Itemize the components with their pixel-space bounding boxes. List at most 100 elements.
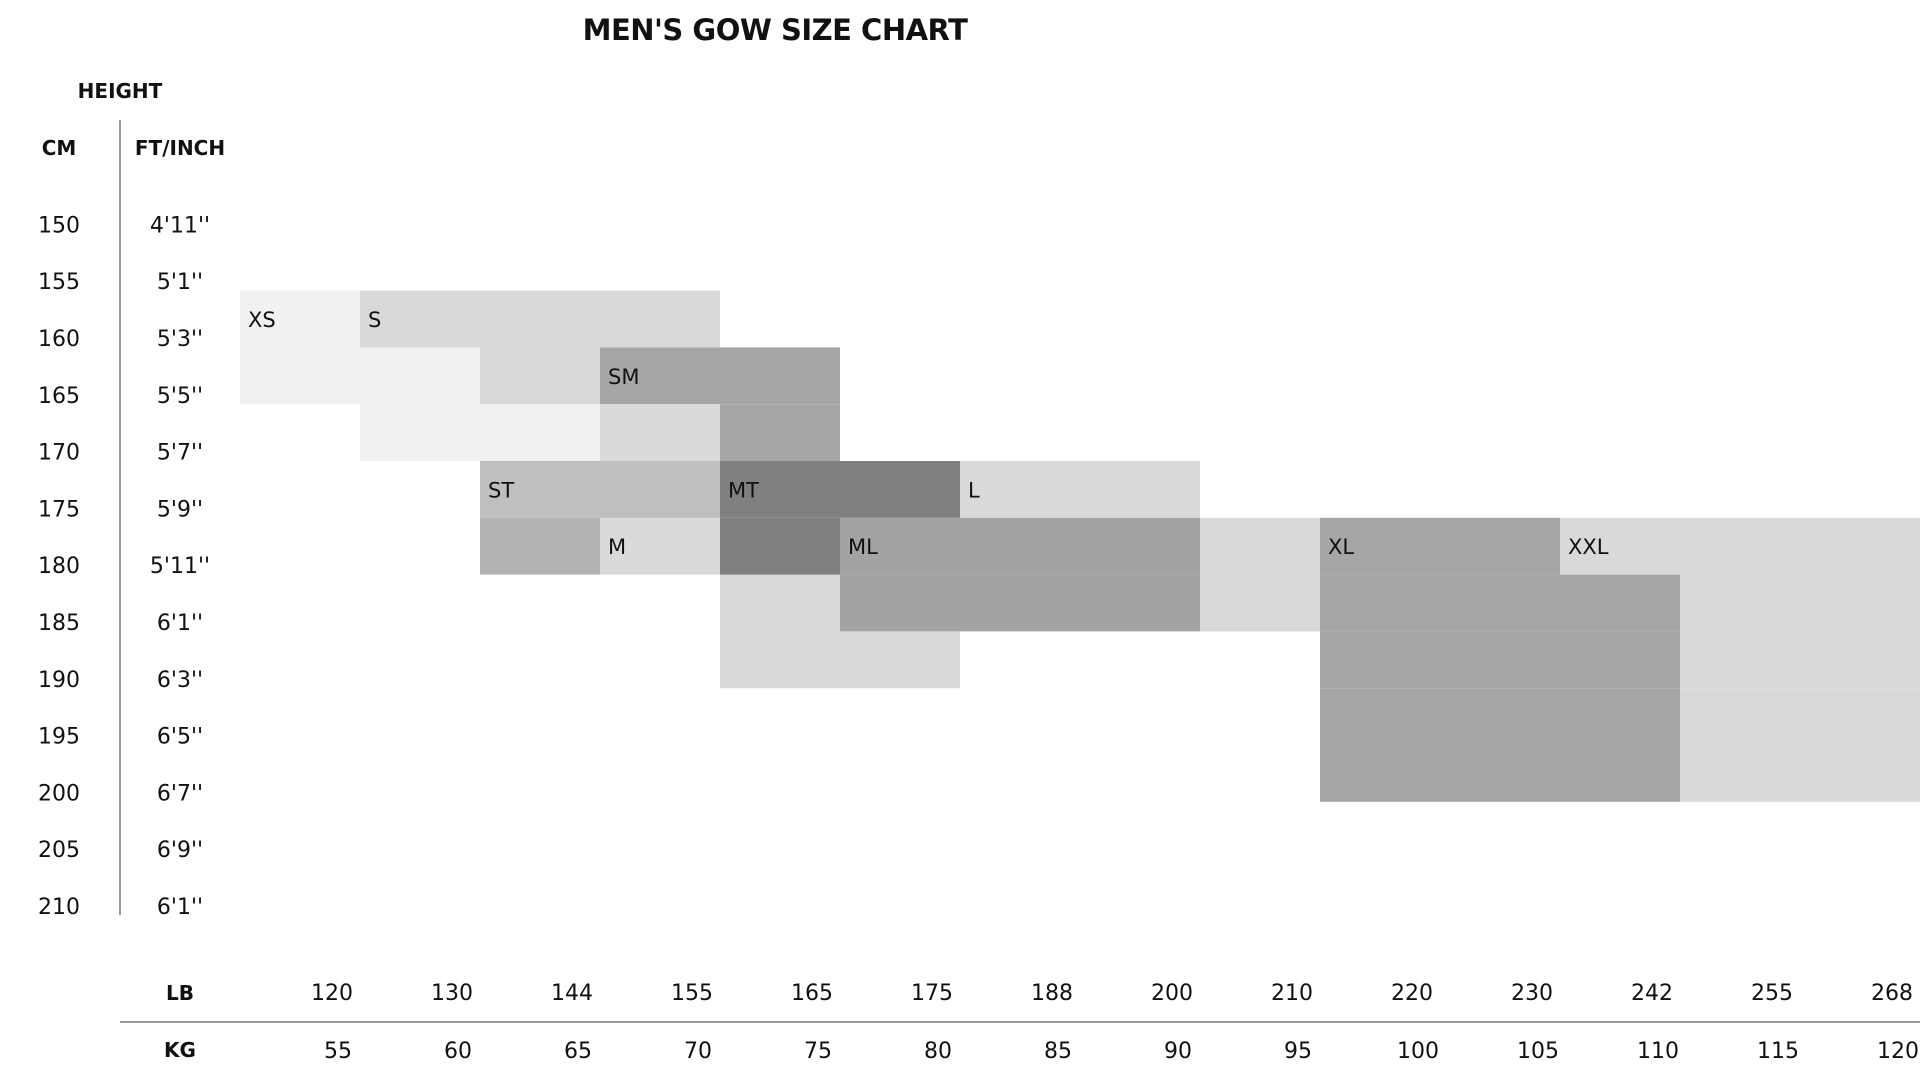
cm-tick-label: 185 (38, 611, 80, 636)
size-cell-l (960, 461, 1200, 518)
ftin-tick-label: 5'11'' (150, 554, 210, 579)
kg-tick-label: 65 (564, 1039, 592, 1064)
size-cell-xl (1320, 574, 1680, 632)
size-cell-xxl (1680, 745, 1920, 802)
kg-tick-label: 55 (324, 1039, 352, 1064)
ftin-tick-label: 6'3'' (157, 668, 203, 693)
size-label-st: ST (488, 478, 514, 502)
cm-tick-label: 175 (38, 497, 80, 522)
cm-tick-label: 190 (38, 668, 80, 693)
chart-title: MEN'S GOW SIZE CHART (583, 13, 968, 47)
kg-tick-label: 95 (1284, 1039, 1312, 1064)
size-label-m: M (608, 535, 626, 559)
kg-tick-label: 90 (1164, 1039, 1192, 1064)
size-label-xl: XL (1328, 535, 1354, 559)
size-cell-xxl (1560, 517, 1920, 575)
size-cell-m (600, 404, 720, 461)
lb-tick-label: 120 (311, 981, 353, 1006)
lb-tick-label: 175 (911, 981, 953, 1006)
lb-tick-label: 200 (1151, 981, 1193, 1006)
size-cell-mt (720, 461, 960, 518)
ftin-tick-label: 5'7'' (157, 441, 203, 466)
size-cell-m (720, 631, 960, 689)
size-cell-s (360, 290, 720, 348)
cm-tick-label: 210 (38, 895, 80, 920)
size-labels: XS S SM M ST MT L ML XL XXL (248, 308, 1609, 559)
lb-tick-label: 188 (1031, 981, 1073, 1006)
cm-tick-label: 170 (38, 441, 80, 466)
kg-tick-label: 85 (1044, 1039, 1072, 1064)
lb-tick-label: 144 (551, 981, 593, 1006)
kg-tick-label: 100 (1397, 1039, 1439, 1064)
cm-tick-label: 165 (38, 384, 80, 409)
lb-tick-labels: 120 130 144 155 165 175 188 200 210 220 230 242 255 2… (311, 981, 1913, 1006)
size-cell-s (480, 347, 600, 405)
ftin-tick-label: 5'1'' (157, 270, 203, 295)
size-cell-l (1200, 574, 1320, 632)
size-label-xxl: XXL (1568, 535, 1609, 559)
lb-tick-label: 210 (1271, 981, 1313, 1006)
ftin-tick-label: 6'1'' (157, 611, 203, 636)
size-cell-mt (720, 517, 840, 575)
ftin-tick-label: 5'5'' (157, 384, 203, 409)
cm-tick-label: 150 (38, 213, 80, 238)
lb-tick-label: 255 (1751, 981, 1793, 1006)
kg-tick-label: 120 (1877, 1039, 1919, 1064)
size-cell-m (720, 574, 840, 632)
ftin-tick-label: 6'7'' (157, 781, 203, 806)
lb-tick-label: 165 (791, 981, 833, 1006)
cm-header: CM (42, 136, 77, 160)
lb-tick-label: 220 (1391, 981, 1433, 1006)
size-cell-ml (840, 574, 1200, 632)
lb-tick-label: 268 (1871, 981, 1913, 1006)
ftin-tick-label: 5'9'' (157, 497, 203, 522)
size-cell-xl (1320, 517, 1560, 575)
size-cell-xl (1320, 631, 1680, 689)
size-cell-st (480, 517, 600, 575)
cm-tick-label: 160 (38, 327, 80, 352)
kg-tick-label: 110 (1637, 1039, 1679, 1064)
lb-tick-label: 155 (671, 981, 713, 1006)
size-cell-sm (600, 347, 840, 405)
size-cell-xl (1320, 745, 1680, 802)
ftin-tick-label: 6'5'' (157, 725, 203, 750)
size-label-ml: ML (848, 535, 878, 559)
size-label-xs: XS (248, 308, 276, 332)
kg-tick-label: 80 (924, 1039, 952, 1064)
kg-tick-label: 115 (1757, 1039, 1799, 1064)
lb-tick-label: 230 (1511, 981, 1553, 1006)
size-cell-xs (360, 404, 600, 461)
kg-tick-label: 70 (684, 1039, 712, 1064)
kg-tick-label: 105 (1517, 1039, 1559, 1064)
kg-tick-label: 75 (804, 1039, 832, 1064)
kg-header: KG (164, 1038, 196, 1062)
size-cell-xxl (1680, 688, 1920, 745)
ftin-tick-label: 4'11'' (150, 213, 210, 238)
ftin-tick-label: 5'3'' (157, 327, 203, 352)
lb-tick-label: 242 (1631, 981, 1673, 1006)
kg-tick-labels: 55 60 65 70 75 80 85 90 95 100 105 110 115 120 (324, 1039, 1919, 1064)
cm-tick-labels: 150 155 160 165 170 175 180 185 190 195 200 205 210 (38, 213, 80, 920)
cm-tick-label: 155 (38, 270, 80, 295)
size-cell-m (600, 517, 720, 575)
size-cells (240, 290, 1920, 802)
size-label-mt: MT (728, 478, 759, 502)
size-cell-ml (840, 517, 1200, 575)
size-cell-xs (240, 347, 480, 405)
size-cell-sm (720, 404, 840, 461)
ftin-tick-label: 6'9'' (157, 838, 203, 863)
size-cell-l (1200, 517, 1320, 575)
cm-tick-label: 200 (38, 781, 80, 806)
lb-header: LB (166, 981, 194, 1005)
ftin-tick-label: 6'1'' (157, 895, 203, 920)
size-cell-xl (1320, 688, 1680, 745)
size-label-s: S (368, 308, 381, 332)
cm-tick-label: 180 (38, 554, 80, 579)
kg-tick-label: 60 (444, 1039, 472, 1064)
cm-tick-label: 195 (38, 725, 80, 750)
size-cell-xs (240, 290, 360, 348)
ftin-tick-labels: 4'11'' 5'1'' 5'3'' 5'5'' 5'7'' 5'9'' 5'11'' 6'1… (150, 213, 210, 920)
size-label-l: L (968, 478, 980, 502)
ftin-header: FT/INCH (135, 136, 225, 160)
